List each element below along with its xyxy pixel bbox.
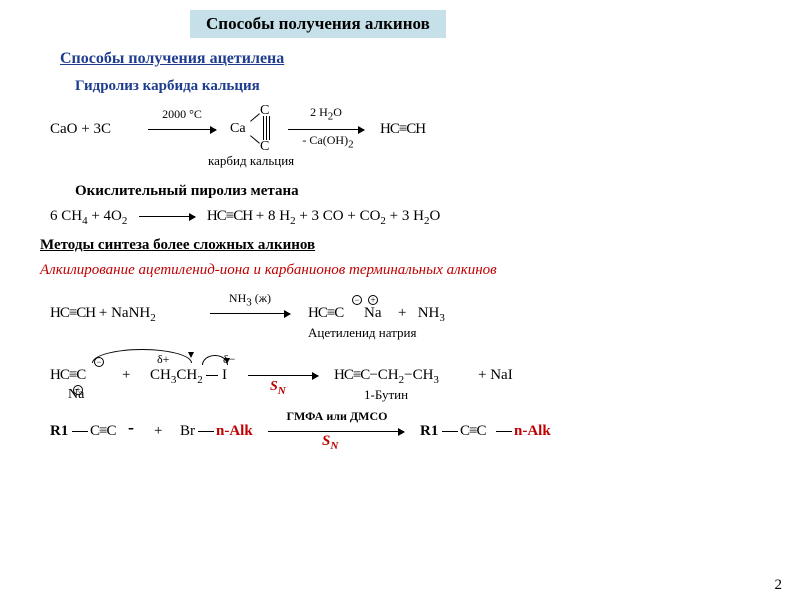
r3-rhs-hcc: HC≡C — [308, 305, 343, 322]
arrow-pyro — [139, 216, 195, 217]
r4-na: Na — [68, 387, 84, 403]
arrow1-label: 2000 °C — [152, 107, 212, 122]
carbide-ca: Ca — [230, 121, 246, 137]
section-hydrolysis-label: Гидролиз карбида кальция — [75, 78, 770, 95]
equation-alkylation: HC≡C − + Na + δ+ CH3CH2 δ− I SN HC≡C−CH2… — [50, 347, 770, 403]
pyro-lhs: 6 CH4 + 4O2 — [50, 208, 127, 224]
pyro-rhs: HC≡CH + 8 H2 + 3 CO + CO2 + 3 H2O — [207, 208, 440, 224]
alkylation-heading: Алкилирование ацетиленид-иона и карбанио… — [40, 262, 770, 279]
r4-hcc: HC≡C — [50, 367, 85, 384]
bond — [250, 135, 260, 143]
r5-plus: + — [154, 423, 162, 440]
r5-arrow-top: ГМФА или ДМСО — [272, 409, 402, 424]
r4-rhs: HC≡C−CH2−CH3 — [334, 367, 439, 386]
r5-arrow — [268, 431, 404, 432]
equation-carbide: CaO + 3C 2000 °C C Ca C 2 H2O - Ca(OH)2 … — [50, 103, 770, 157]
r4-arrow — [248, 375, 318, 376]
section-pyrolysis-label: Окислительный пиролиз метана — [75, 183, 770, 200]
arrow2 — [288, 129, 364, 130]
page-title: Способы получения алкинов — [190, 10, 446, 38]
bond — [263, 116, 264, 140]
caption-carbide: карбид кальция — [208, 153, 294, 169]
sn-label: SN — [322, 433, 338, 452]
equation-pyrolysis: 6 CH4 + 4O2 HC≡CH + 8 H2 + 3 CO + CO2 + … — [50, 208, 770, 227]
carbide-rhs: HC≡CH — [380, 121, 425, 138]
bond — [442, 431, 458, 432]
arrow2-top: 2 H2O — [296, 105, 356, 122]
r5-r1: R1 — [50, 423, 68, 440]
bond — [269, 116, 270, 140]
r5-cc: C≡C — [90, 423, 115, 440]
r4-nai: + NaI — [478, 367, 513, 384]
page-number: 2 — [775, 577, 783, 594]
subtitle-acetylene: Способы получения ацетилена — [60, 50, 770, 68]
sn-label: SN — [270, 379, 286, 397]
r4-plus: + — [122, 367, 130, 384]
arrow2-bot: - Ca(OH)2 — [290, 133, 366, 150]
r3-na: Na — [364, 305, 382, 322]
carbide-c-top: C — [260, 103, 269, 119]
r3-arrow-label: NH3 (ж) — [220, 291, 280, 308]
r5-br: Br — [180, 423, 195, 440]
r3-arrow — [210, 313, 290, 314]
r3-plus-nh3: + NH3 — [398, 305, 445, 324]
r3-caption: Ацетиленид натрия — [308, 325, 416, 341]
bond — [198, 431, 214, 432]
bond — [496, 431, 512, 432]
r4-alkyl: CH3CH2 — [150, 367, 203, 386]
equation-acetylide: HC≡CH + NaNH2 NH3 (ж) HC≡C − + Na + NH3 … — [50, 289, 770, 343]
r5-rhs-r1: R1 — [420, 423, 438, 440]
r4-iodide: I — [222, 367, 227, 384]
pos-charge: + — [368, 295, 378, 305]
equation-general-alkylation: R1 C≡C - + Br n-Alk ГМФА или ДМСО SN R1 … — [50, 411, 770, 451]
bond — [266, 116, 267, 140]
r5-rhs-cc: C≡C — [460, 423, 485, 440]
r3-lhs: HC≡CH + NaNH2 — [50, 305, 156, 324]
neg-charge: − — [352, 295, 362, 305]
arrow1 — [148, 129, 216, 130]
r4-caption: 1-Бутин — [364, 387, 408, 403]
curved-arrow — [92, 349, 192, 363]
bond — [72, 431, 88, 432]
carbide-lhs: CaO + 3C — [50, 121, 111, 138]
bond — [250, 113, 260, 121]
bond — [206, 375, 218, 376]
r5-nalk: n-Alk — [216, 423, 253, 440]
r5-rhs-nalk: n-Alk — [514, 423, 551, 440]
r5-neg: - — [128, 417, 134, 438]
methods-title: Методы синтеза более сложных алкинов — [40, 237, 770, 254]
